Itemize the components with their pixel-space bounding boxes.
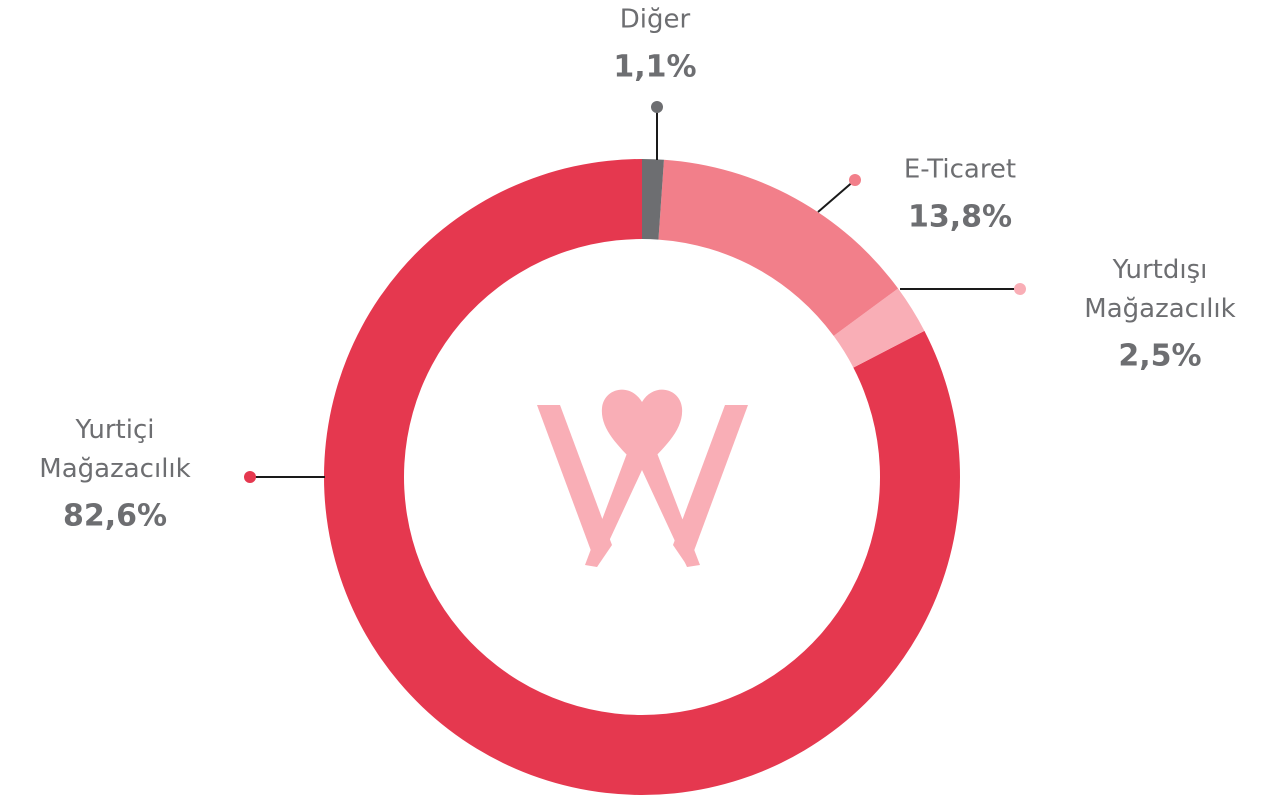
logo <box>537 389 748 567</box>
leader-dot <box>651 101 663 113</box>
value-label: 82,6% <box>63 499 167 534</box>
leader-line <box>817 179 856 213</box>
labels: Diğer 1,1% E-Ticaret 13,8% Yurtdışı Mağazacıl… <box>39 5 1235 534</box>
leader-dot <box>244 471 256 483</box>
donut-segment <box>642 159 664 240</box>
donut-segment <box>833 288 925 368</box>
category-label: Yurtiçi Mağazacılık <box>39 415 190 484</box>
category-label: Yurtdışı Mağazacılık <box>1084 255 1235 324</box>
donut-segment <box>658 159 899 336</box>
category-label: E-Ticaret <box>904 155 1016 185</box>
value-label: 2,5% <box>1118 339 1201 374</box>
value-label: 13,8% <box>908 200 1012 235</box>
value-label: 1,1% <box>613 50 696 85</box>
category-label: Diğer <box>620 5 691 35</box>
leader-dot <box>849 174 861 186</box>
leader-dot <box>1014 283 1026 295</box>
